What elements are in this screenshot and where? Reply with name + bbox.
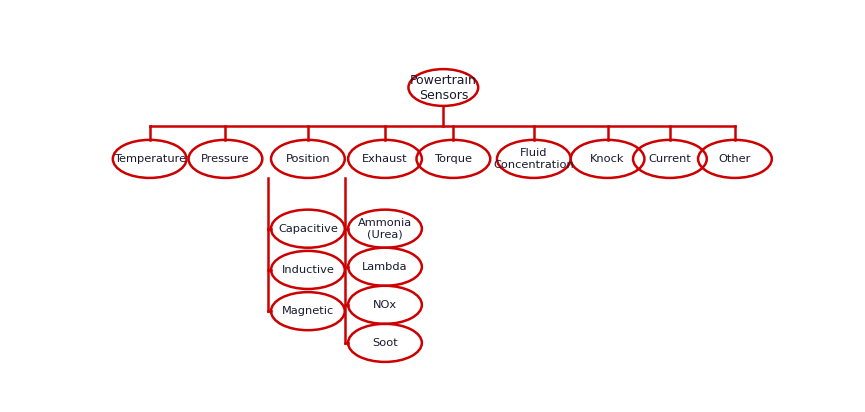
Text: Current: Current (649, 154, 691, 164)
Text: Exhaust: Exhaust (362, 154, 407, 164)
Text: Magnetic: Magnetic (282, 306, 334, 316)
Text: Torque: Torque (434, 154, 472, 164)
Text: Ammonia
(Urea): Ammonia (Urea) (358, 218, 412, 239)
Text: Knock: Knock (590, 154, 625, 164)
Text: NOx: NOx (373, 300, 397, 310)
Text: Temperature: Temperature (113, 154, 186, 164)
Text: Position: Position (285, 154, 330, 164)
Text: Lambda: Lambda (362, 262, 407, 272)
Text: Inductive: Inductive (281, 265, 335, 275)
Text: Other: Other (719, 154, 751, 164)
Text: Capacitive: Capacitive (278, 224, 338, 234)
Text: Soot: Soot (372, 338, 398, 348)
Text: Pressure: Pressure (202, 154, 250, 164)
Text: Powertrain
Sensors: Powertrain Sensors (410, 73, 477, 101)
Text: Fluid
Concentration: Fluid Concentration (493, 148, 574, 170)
